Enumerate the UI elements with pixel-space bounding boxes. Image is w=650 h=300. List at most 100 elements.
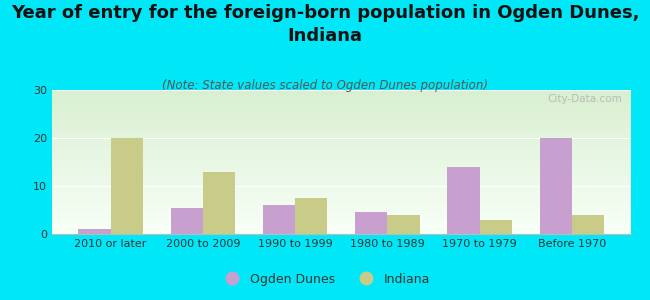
- Bar: [52, 181, 630, 182]
- Bar: [52, 199, 630, 200]
- Bar: [52, 168, 630, 169]
- Bar: [52, 99, 630, 100]
- Bar: [52, 205, 630, 206]
- Bar: [52, 110, 630, 111]
- Bar: [52, 135, 630, 136]
- Bar: [52, 223, 630, 224]
- Bar: [52, 159, 630, 160]
- Bar: [52, 120, 630, 121]
- Bar: [52, 165, 630, 166]
- Bar: [52, 162, 630, 163]
- Bar: [295, 198, 328, 234]
- Bar: [52, 224, 630, 225]
- Bar: [52, 197, 630, 198]
- Bar: [52, 108, 630, 109]
- Bar: [52, 126, 630, 127]
- Bar: [52, 198, 630, 199]
- Bar: [52, 200, 630, 201]
- Bar: [52, 166, 630, 167]
- Bar: [52, 141, 630, 142]
- Bar: [52, 177, 630, 178]
- Bar: [52, 206, 630, 207]
- Bar: [52, 228, 630, 229]
- Bar: [52, 111, 630, 112]
- Bar: [78, 229, 111, 234]
- Bar: [52, 119, 630, 120]
- Bar: [52, 226, 630, 227]
- Bar: [52, 230, 630, 231]
- Bar: [52, 128, 630, 129]
- Bar: [52, 138, 630, 139]
- Bar: [52, 169, 630, 170]
- Bar: [52, 139, 630, 140]
- Bar: [52, 190, 630, 191]
- Bar: [52, 189, 630, 190]
- Bar: [52, 185, 630, 186]
- Bar: [52, 222, 630, 223]
- Bar: [52, 216, 630, 217]
- Bar: [52, 172, 630, 173]
- Bar: [52, 212, 630, 213]
- Bar: [52, 195, 630, 196]
- Bar: [52, 163, 630, 164]
- Bar: [52, 211, 630, 212]
- Bar: [52, 192, 630, 193]
- Bar: [52, 217, 630, 218]
- Bar: [52, 227, 630, 228]
- Bar: [52, 158, 630, 159]
- Bar: [263, 205, 295, 234]
- Bar: [52, 90, 630, 91]
- Bar: [52, 204, 630, 205]
- Bar: [52, 106, 630, 107]
- Bar: [52, 147, 630, 148]
- Text: City-Data.com: City-Data.com: [547, 94, 622, 104]
- Bar: [52, 194, 630, 195]
- Bar: [52, 113, 630, 114]
- Bar: [52, 132, 630, 133]
- Bar: [52, 125, 630, 126]
- Bar: [203, 172, 235, 234]
- Bar: [52, 112, 630, 113]
- Bar: [52, 202, 630, 203]
- Bar: [540, 138, 572, 234]
- Bar: [355, 212, 387, 234]
- Bar: [52, 92, 630, 93]
- Bar: [52, 127, 630, 128]
- Bar: [52, 214, 630, 215]
- Bar: [52, 146, 630, 147]
- Bar: [52, 131, 630, 132]
- Bar: [52, 143, 630, 144]
- Bar: [52, 97, 630, 98]
- Bar: [387, 215, 420, 234]
- Bar: [52, 186, 630, 187]
- Bar: [52, 107, 630, 108]
- Bar: [52, 203, 630, 204]
- Bar: [52, 221, 630, 222]
- Bar: [52, 160, 630, 161]
- Bar: [52, 118, 630, 119]
- Bar: [52, 93, 630, 94]
- Bar: [52, 122, 630, 123]
- Bar: [52, 142, 630, 143]
- Bar: [52, 134, 630, 135]
- Bar: [52, 191, 630, 192]
- Bar: [52, 215, 630, 216]
- Bar: [52, 137, 630, 138]
- Bar: [52, 129, 630, 130]
- Bar: [52, 184, 630, 185]
- Bar: [52, 100, 630, 101]
- Bar: [447, 167, 480, 234]
- Bar: [52, 175, 630, 176]
- Bar: [52, 96, 630, 97]
- Bar: [52, 152, 630, 153]
- Bar: [480, 220, 512, 234]
- Bar: [52, 183, 630, 184]
- Bar: [52, 101, 630, 102]
- Bar: [52, 167, 630, 168]
- Bar: [52, 209, 630, 210]
- Bar: [52, 180, 630, 181]
- Bar: [52, 133, 630, 134]
- Bar: [52, 98, 630, 99]
- Bar: [52, 95, 630, 96]
- Bar: [52, 109, 630, 110]
